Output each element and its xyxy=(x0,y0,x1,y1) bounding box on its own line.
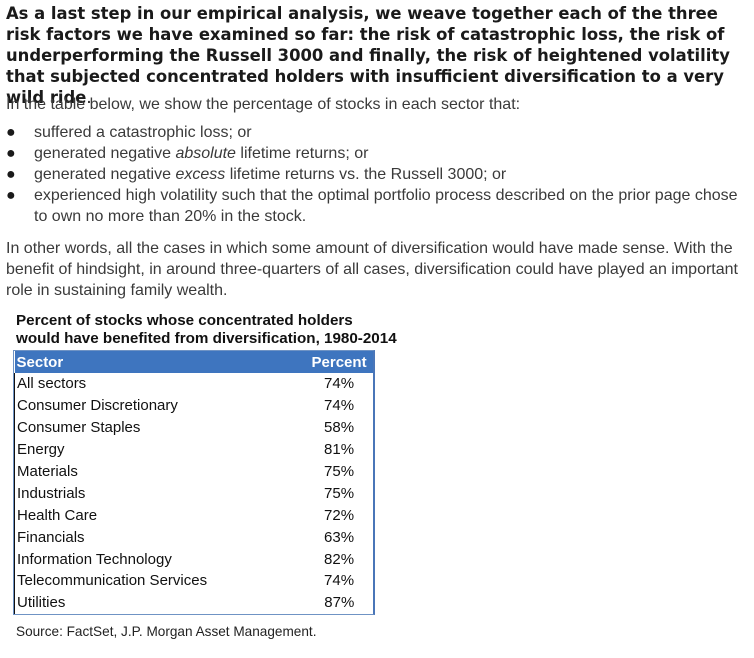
header-percent: Percent xyxy=(218,351,373,373)
table-title-line-1: Percent of stocks whose concentrated hol… xyxy=(16,312,353,329)
bullet-text: suffered a catastrophic loss; or xyxy=(34,124,252,141)
sector-table-container: Sector Percent All sectors 74% Consumer D… xyxy=(13,350,375,615)
cell-sector: Materials xyxy=(14,460,219,483)
cell-sector: Industrials xyxy=(14,482,219,505)
cell-percent: 74% xyxy=(324,572,355,590)
table-row: Utilities 87% xyxy=(14,591,373,614)
table-header-row: Sector Percent xyxy=(14,351,373,373)
cell-percent: 75% xyxy=(324,463,355,480)
table-title-line-2: would have benefited from diversificatio… xyxy=(16,330,397,347)
bullet-emphasis: excess xyxy=(175,166,226,183)
cell-sector: Telecommunication Services xyxy=(14,570,219,592)
table-row: Industrials 75% xyxy=(14,482,373,505)
cell-sector: Information Technology xyxy=(14,548,219,571)
bullet-icon: ● xyxy=(6,124,16,141)
list-item: ● generated negative excess lifetime ret… xyxy=(6,164,746,185)
source-note: Source: FactSet, J.P. Morgan Asset Manag… xyxy=(16,624,317,639)
table-row: Consumer Discretionary 74% xyxy=(14,394,373,417)
lead-sentence: In the table below, we show the percenta… xyxy=(6,96,521,113)
cell-sector: Consumer Discretionary xyxy=(14,394,219,417)
bullet-text-after: lifetime returns; or xyxy=(235,145,369,162)
list-item: ● generated negative absolute lifetime r… xyxy=(6,143,746,164)
bullet-text-after: lifetime returns vs. the Russell 3000; o… xyxy=(225,166,507,183)
table-title: Percent of stocks whose concentrated hol… xyxy=(16,312,416,348)
table-row: Energy 81% xyxy=(14,438,373,461)
cell-percent: 58% xyxy=(324,419,355,437)
table-row: Consumer Staples 58% xyxy=(14,416,373,439)
bullet-icon: ● xyxy=(6,145,16,162)
bullet-icon: ● xyxy=(6,187,16,204)
cell-sector: Financials xyxy=(14,526,219,549)
cell-percent: 72% xyxy=(324,506,355,524)
header-sector: Sector xyxy=(14,351,219,373)
cell-sector: Health Care xyxy=(14,504,219,527)
cell-sector: All sectors xyxy=(14,373,219,395)
table-row: Telecommunication Services 74% xyxy=(14,570,373,592)
list-item: ● suffered a catastrophic loss; or xyxy=(6,122,746,143)
table-row: All sectors 74% xyxy=(14,373,373,395)
cell-percent: 75% xyxy=(324,484,355,502)
table-row: Financials 63% xyxy=(14,526,373,549)
bullet-text: generated negative xyxy=(34,166,176,183)
bullet-icon: ● xyxy=(6,166,16,183)
sector-table: Sector Percent All sectors 74% Consumer D… xyxy=(14,351,373,614)
list-item: ● experienced high volatility such that … xyxy=(6,185,746,227)
cell-sector: Energy xyxy=(14,438,219,461)
intro-bold-text: As a last step in our empirical analysis… xyxy=(6,4,730,107)
table-row: Materials 75% xyxy=(14,460,373,483)
intro-trailing: . xyxy=(86,88,92,107)
intro-paragraph: As a last step in our empirical analysis… xyxy=(6,3,750,108)
bullet-list: ● suffered a catastrophic loss; or ● gen… xyxy=(6,122,746,227)
closing-paragraph: In other words, all the cases in which s… xyxy=(6,240,738,299)
cell-sector: Consumer Staples xyxy=(14,416,219,439)
table-row: Health Care 72% xyxy=(14,504,373,527)
bullet-text: experienced high volatility such that th… xyxy=(34,187,738,225)
bullet-emphasis: absolute xyxy=(175,145,236,162)
cell-percent: 82% xyxy=(324,550,355,568)
cell-sector: Utilities xyxy=(14,591,219,614)
cell-percent: 74% xyxy=(324,375,355,393)
cell-percent: 63% xyxy=(324,528,355,546)
table-row: Information Technology 82% xyxy=(14,548,373,571)
cell-percent: 87% xyxy=(324,594,355,612)
cell-percent: 74% xyxy=(324,397,355,415)
bullet-text: generated negative xyxy=(34,145,176,162)
cell-percent: 81% xyxy=(324,441,355,459)
